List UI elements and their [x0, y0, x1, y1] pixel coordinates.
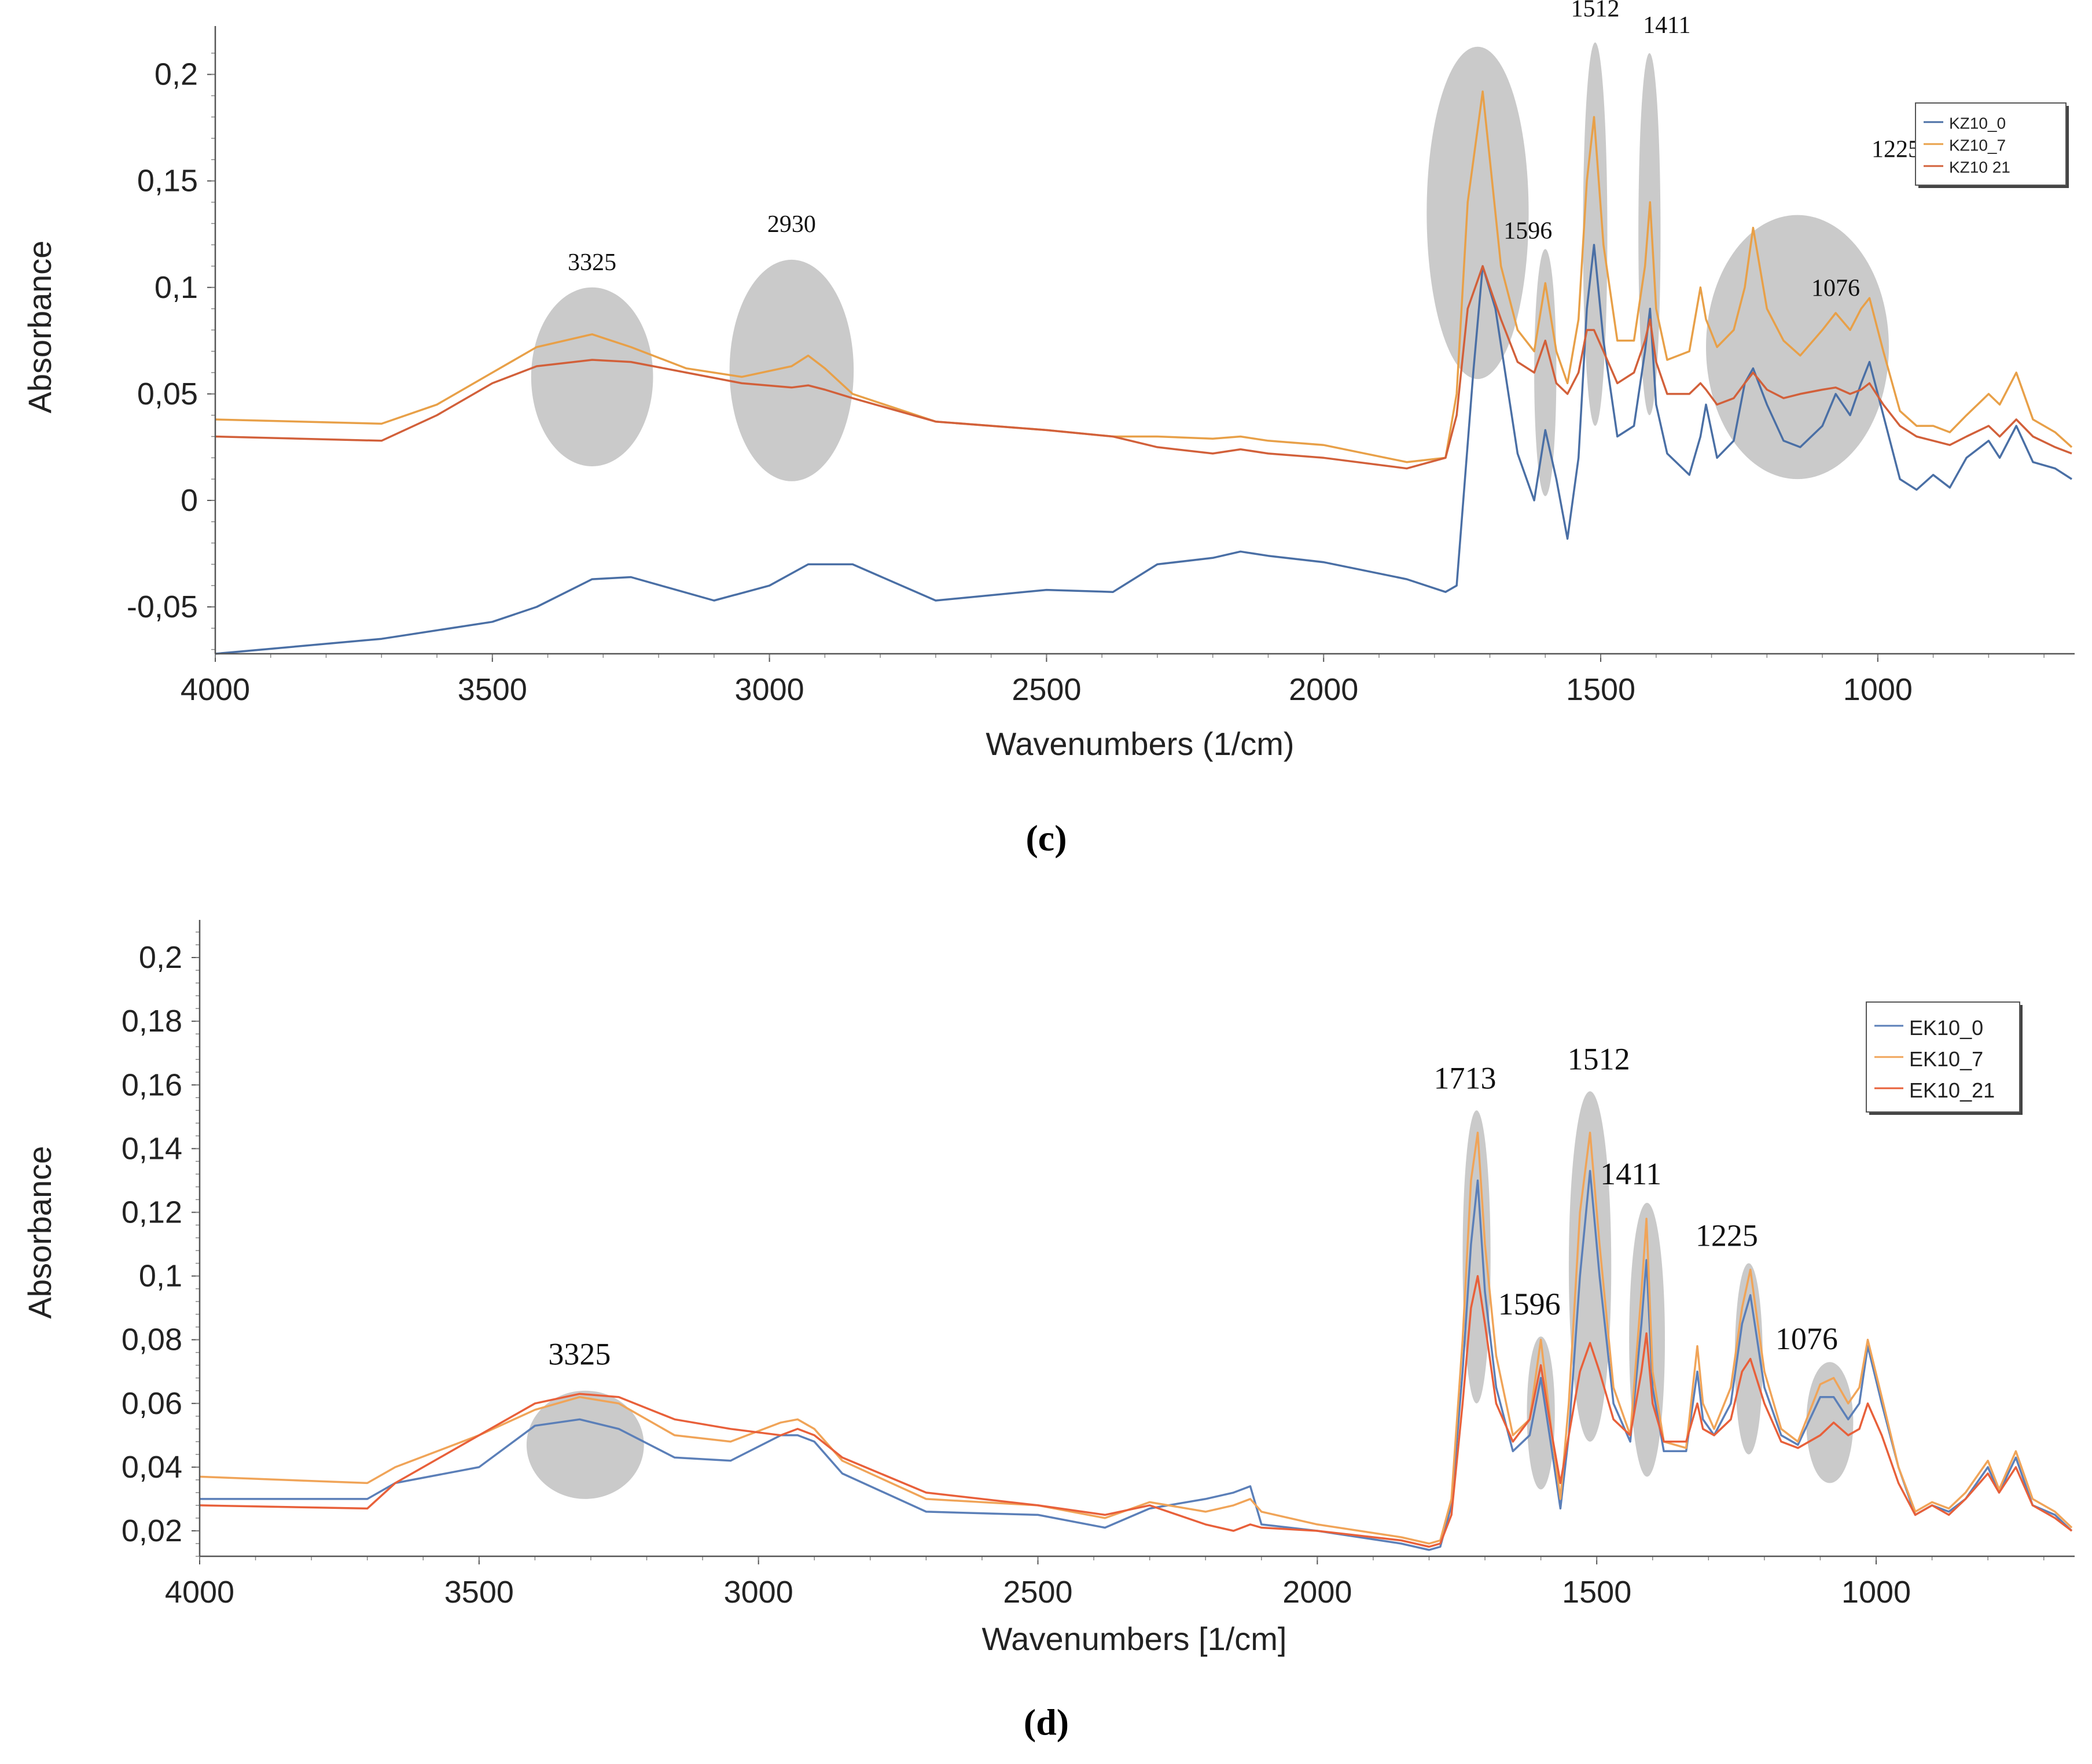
y-tick-label: 0,16 [122, 1067, 182, 1102]
y-tick-label: 0 [181, 483, 198, 518]
x-axis-title: Wavenumbers (1/cm) [986, 726, 1294, 762]
x-tick-label: 3500 [458, 672, 527, 707]
x-tick-label: 1000 [1843, 672, 1913, 707]
series-line-KZ10_7 [215, 90, 2073, 463]
y-tick-label: 0,1 [155, 270, 198, 305]
legend-entry: KZ10_7 [1949, 136, 2006, 154]
y-tick-label: 0,08 [122, 1323, 182, 1357]
x-tick-label: 3500 [444, 1575, 514, 1610]
annotation-ellipse-1512 [1568, 1091, 1612, 1442]
series-line-KZ10_0 [215, 244, 2072, 655]
peak-label-2930: 2930 [767, 211, 816, 238]
peak-label-1225: 1225 [1696, 1218, 1758, 1253]
legend-entry: EK10_7 [1909, 1047, 1983, 1071]
x-tick-label: 1500 [1566, 672, 1635, 707]
y-tick-label: 0,02 [122, 1513, 182, 1548]
annotation-ellipse-1225 [1734, 1263, 1763, 1454]
annotation-ellipse-3325 [531, 287, 653, 467]
y-tick-label: 0,12 [122, 1195, 182, 1229]
legend-entry: KZ10 21 [1949, 158, 2010, 176]
legend-entry: KZ10_0 [1949, 114, 2006, 132]
x-axis-title: Wavenumbers [1/cm] [982, 1621, 1287, 1657]
annotation-ellipse-1713 [1426, 46, 1529, 380]
y-tick-label: -0,05 [127, 590, 198, 624]
annotation-ellipse-2930 [729, 259, 854, 481]
peak-label-1512: 1512 [1568, 1041, 1630, 1076]
panel-label: (c) [1025, 817, 1067, 859]
y-axis-title: Absorbance [21, 241, 58, 414]
y-tick-label: 0,04 [122, 1450, 182, 1485]
axes [214, 26, 2075, 655]
chart-panel-c: 4000 3500 3000 2500 2000 1500 1000 -0,05 0 0,05 0,… [21, 0, 2075, 859]
series-line-EK10_7 [199, 1132, 2073, 1545]
annotation-ellipse-1512 [1583, 42, 1608, 426]
y-tick-label: 0,15 [137, 164, 198, 198]
peak-label-1596: 1596 [1498, 1287, 1561, 1321]
peak-label-1596: 1596 [1503, 218, 1552, 245]
peak-label-1076: 1076 [1811, 275, 1860, 302]
x-tick-label: 2000 [1289, 672, 1358, 707]
peak-label-1411: 1411 [1643, 12, 1690, 39]
annotation-ellipse-1225 [1705, 215, 1889, 480]
axis-ticks: 4000 3500 3000 2500 2000 1500 1000 0,02 0,04 0,06… [122, 931, 2045, 1610]
panel-label: (d) [1024, 1702, 1069, 1743]
peak-label-3325: 3325 [548, 1337, 611, 1372]
y-tick-label: 0,05 [137, 377, 198, 411]
chart-panel-d: 4000 3500 3000 2500 2000 1500 1000 0,02 0,04 0,06… [21, 920, 2075, 1743]
x-tick-label: 1000 [1841, 1575, 1911, 1610]
annotation-ellipse-1596 [1527, 1336, 1555, 1490]
annotation-ellipse-3325 [526, 1390, 644, 1499]
y-tick-label: 0,18 [122, 1004, 182, 1038]
annotation-ellipses [531, 42, 1889, 496]
peak-label-1076: 1076 [1775, 1321, 1838, 1356]
legend-entry: EK10_0 [1909, 1016, 1983, 1040]
axis-ticks: 4000 3500 3000 2500 2000 1500 1000 -0,05 0 0,05 0,… [127, 53, 2045, 707]
annotation-labels: 33252930171315961512141112251076 [568, 0, 1920, 302]
peak-label-1225: 1225 [1872, 137, 1920, 163]
peak-label-1512: 1512 [1571, 0, 1619, 22]
legend: EK10_0 EK10_7 EK10_21 [1866, 1001, 2023, 1115]
annotation-ellipse-1596 [1534, 249, 1557, 496]
y-axis-title: Absorbance [21, 1146, 58, 1319]
series-lines [215, 90, 2073, 655]
annotation-labels: 3325 1713 1596 1512 1411 1225 1076 [548, 1041, 1838, 1371]
axes [198, 920, 2075, 1557]
series-lines [199, 1132, 2073, 1551]
x-tick-label: 2500 [1003, 1575, 1072, 1610]
x-tick-label: 2500 [1012, 672, 1081, 707]
x-tick-label: 4000 [165, 1575, 234, 1610]
peak-label-1713: 1713 [1434, 1060, 1497, 1095]
y-tick-label: 0,06 [122, 1386, 182, 1421]
x-tick-label: 3000 [724, 1575, 793, 1610]
peak-label-1411: 1411 [1600, 1157, 1661, 1191]
y-tick-label: 0,14 [122, 1131, 182, 1166]
x-tick-label: 1500 [1562, 1575, 1631, 1610]
y-tick-label: 0,2 [155, 57, 198, 92]
legend-entry: EK10_21 [1909, 1078, 1995, 1102]
series-line-KZ10-21 [215, 265, 2072, 470]
legend: KZ10_0 KZ10_7 KZ10 21 [1915, 102, 2069, 188]
x-tick-label: 2000 [1282, 1575, 1352, 1610]
y-tick-label: 0,2 [139, 940, 182, 975]
x-tick-label: 3000 [735, 672, 804, 707]
series-line-EK10_21 [199, 1275, 2073, 1548]
peak-label-3325: 3325 [568, 249, 616, 276]
x-tick-label: 4000 [181, 672, 250, 707]
annotation-ellipse-1411 [1638, 53, 1661, 415]
y-tick-label: 0,1 [139, 1259, 182, 1294]
